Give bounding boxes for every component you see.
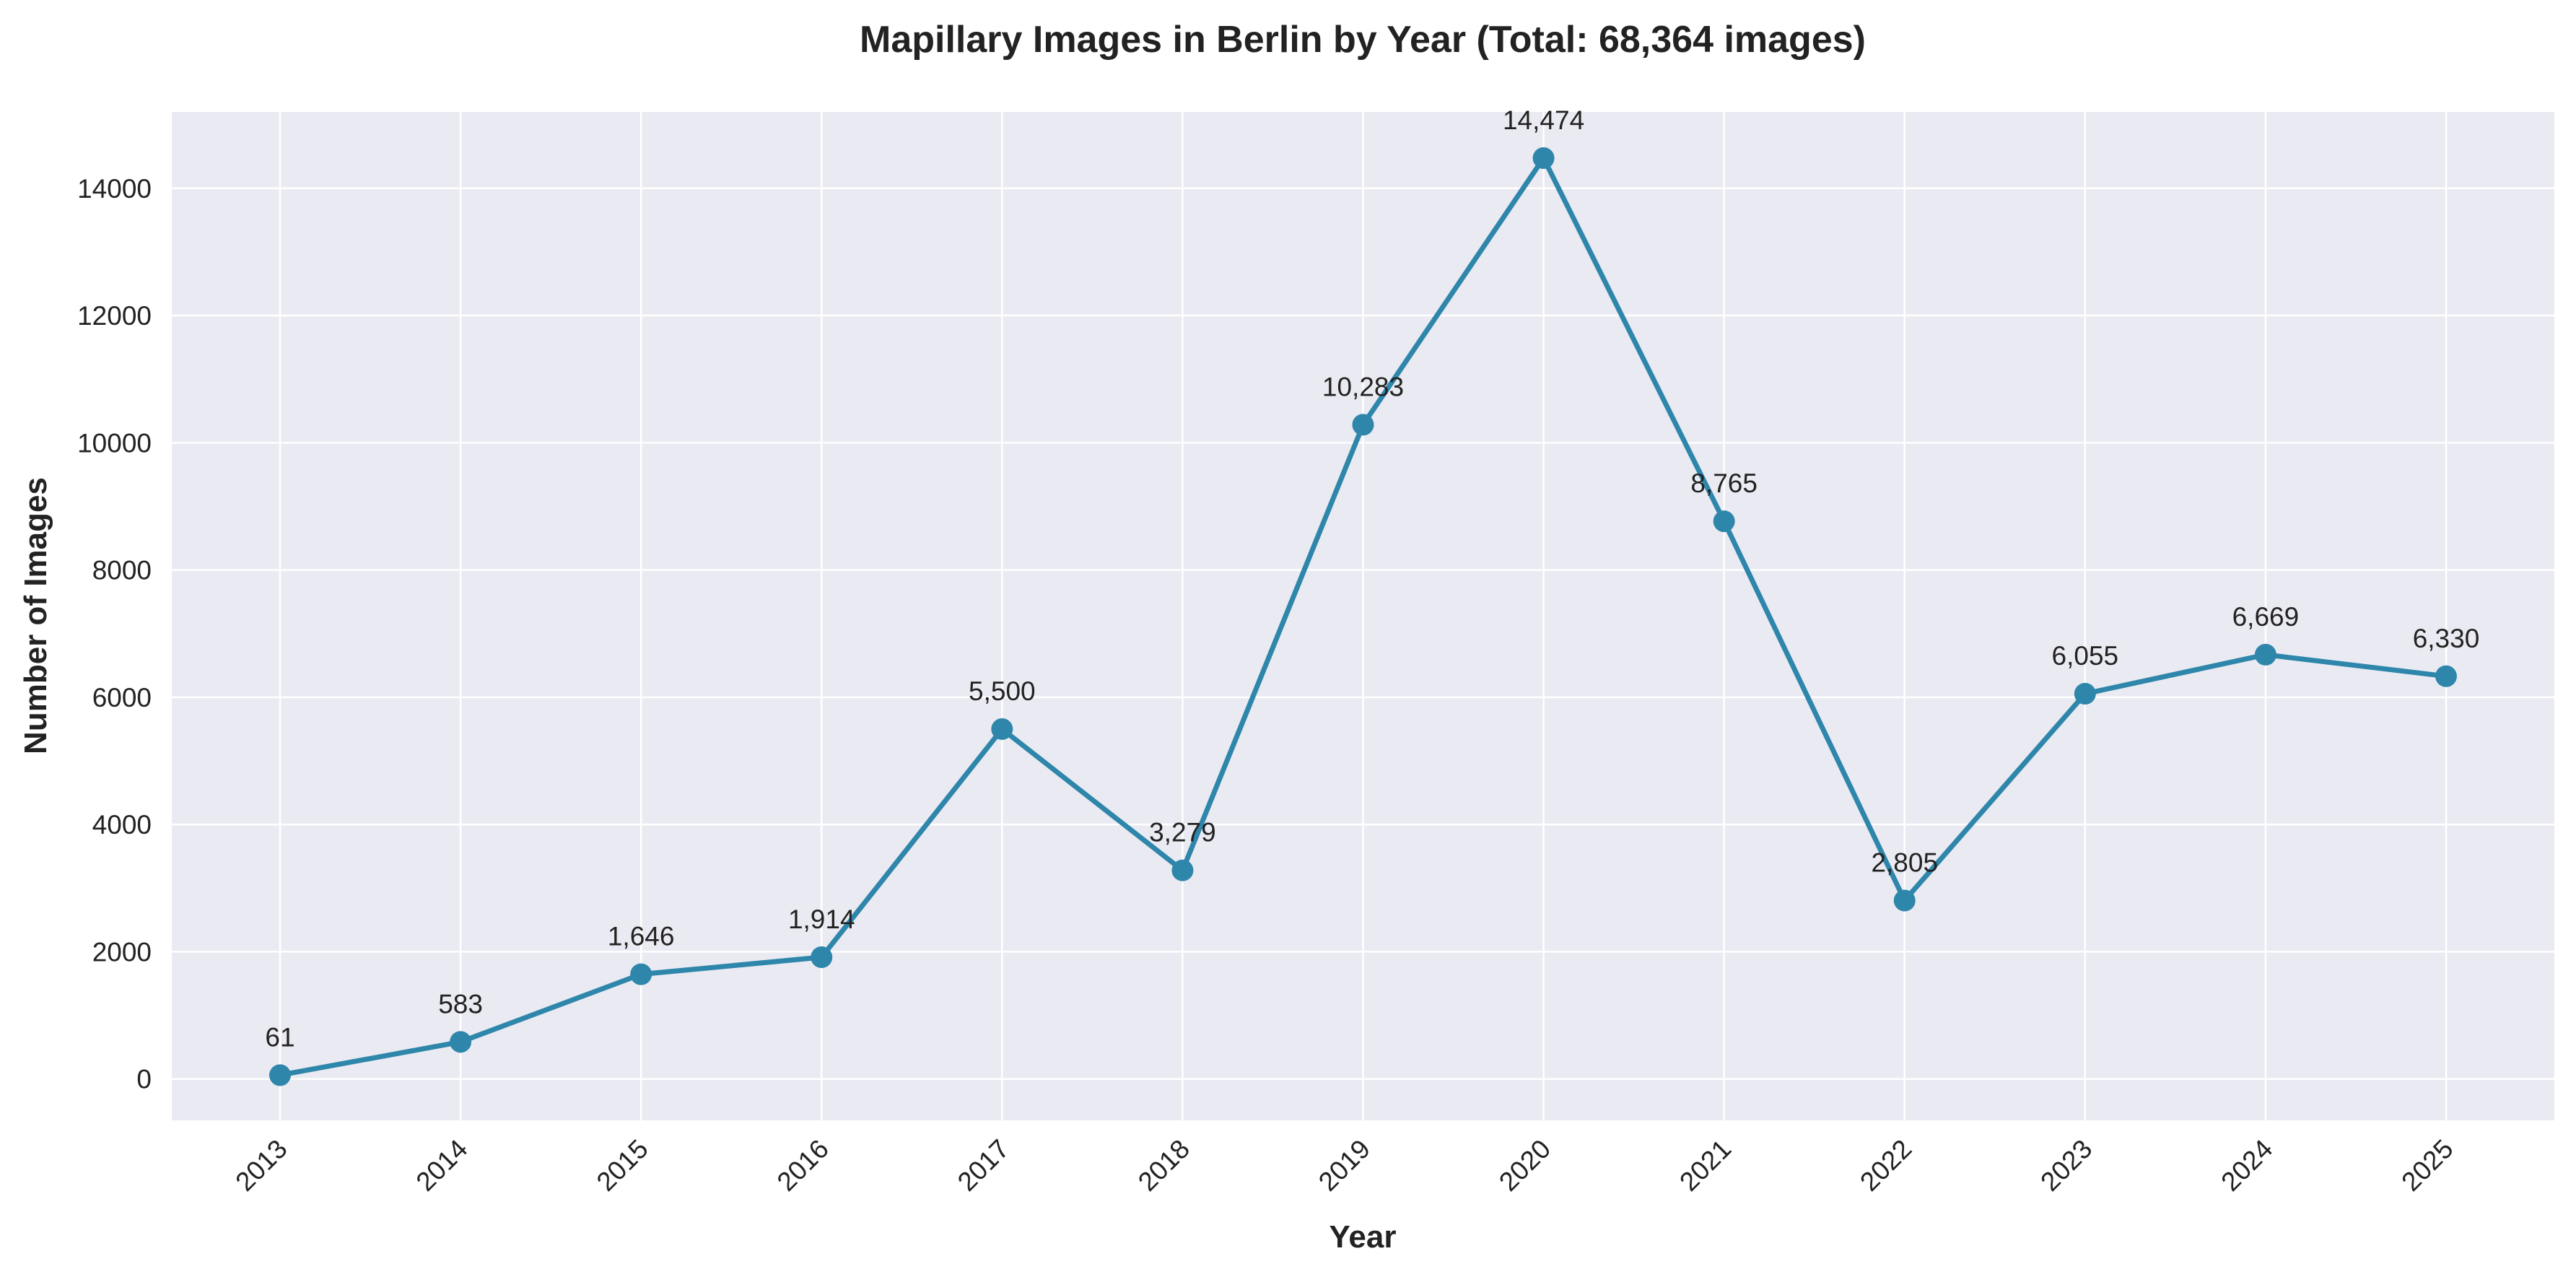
- data-point: [2435, 665, 2457, 687]
- data-point: [1893, 889, 1916, 912]
- data-label: 5,500: [969, 676, 1036, 706]
- data-points: [269, 147, 2457, 1086]
- y-tick-label: 4000: [92, 810, 152, 840]
- data-label: 6,330: [2413, 624, 2480, 653]
- data-label: 2,805: [1871, 847, 1938, 877]
- data-point: [1171, 859, 1194, 881]
- y-tick-label: 10000: [77, 428, 152, 458]
- y-tick-label: 12000: [77, 301, 152, 331]
- data-label: 3,279: [1149, 818, 1216, 847]
- data-point: [269, 1064, 291, 1086]
- x-axis-label: Year: [1330, 1219, 1397, 1255]
- data-labels: 61 583 1,646 1,914 5,500 3,279 10,283 14,474 8,7…: [265, 105, 2479, 1052]
- y-tick-label: 2000: [92, 937, 152, 967]
- data-label: 583: [438, 989, 483, 1019]
- y-axis-ticks: 0 2000 4000 6000 8000 10000 12000 14000: [77, 174, 152, 1094]
- data-point: [1532, 147, 1555, 169]
- y-tick-label: 8000: [92, 556, 152, 585]
- chart-title: Mapillary Images in Berlin by Year (Tota…: [860, 19, 1866, 61]
- y-tick-label: 0: [136, 1065, 152, 1094]
- y-tick-label: 14000: [77, 174, 152, 204]
- data-label: 1,646: [608, 922, 675, 951]
- data-label: 1,914: [788, 905, 855, 934]
- data-point: [2074, 683, 2096, 705]
- data-label: 6,669: [2232, 602, 2300, 632]
- data-point: [991, 718, 1013, 740]
- data-label: 6,055: [2052, 641, 2119, 671]
- data-point: [630, 963, 652, 985]
- y-tick-label: 6000: [92, 683, 152, 712]
- data-point: [811, 946, 833, 969]
- data-point: [2254, 643, 2276, 666]
- data-point: [450, 1031, 472, 1053]
- data-label: 10,283: [1322, 372, 1404, 401]
- data-point: [1352, 414, 1374, 436]
- grid-lines: [172, 112, 2554, 1120]
- y-axis-label: Number of Images: [18, 477, 53, 754]
- data-label: 14,474: [1503, 105, 1584, 135]
- data-label: 61: [265, 1022, 294, 1052]
- data-point: [1713, 510, 1735, 533]
- data-label: 8,765: [1690, 468, 1758, 498]
